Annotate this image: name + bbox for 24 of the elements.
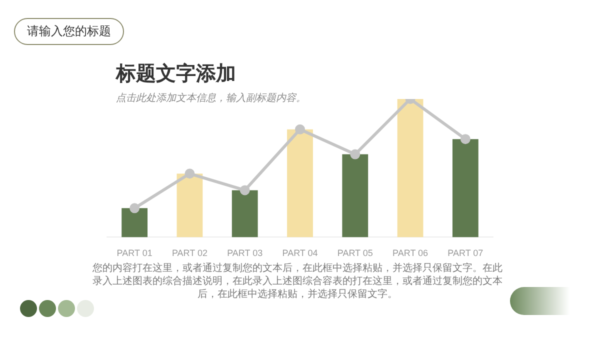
x-tick-label: PART 01 [116, 248, 152, 258]
x-tick-label: PART 06 [392, 248, 428, 258]
x-tick-label: PART 03 [227, 248, 263, 258]
point [184, 168, 195, 179]
point [240, 185, 250, 196]
bar [232, 190, 258, 238]
bar [122, 208, 148, 238]
bar [287, 129, 313, 238]
x-tick-label: PART 07 [448, 248, 484, 258]
x-tick-label: PART 05 [337, 248, 373, 258]
text: 请输入您的标题 [14, 18, 124, 45]
bar [452, 139, 478, 238]
point [295, 124, 305, 134]
chart-subtitle: 点击此处添加文本信息，输入副标题内容。 [116, 92, 306, 105]
x-tick-label: PART 04 [282, 248, 318, 258]
bar [397, 99, 424, 238]
point [350, 149, 360, 160]
point [460, 134, 470, 144]
bar [342, 154, 368, 238]
chart-title: 标题文字添加 [116, 60, 236, 87]
bar [176, 174, 203, 238]
point [130, 203, 140, 214]
text: 您的内容打在这里，或者通过复制您的文本后，在此框中选择粘贴，并选择只保留文字。在此录入上述图表的综合描述说明，在此录入上述图综合容表的打在这里，或者通过复制您的文本后，在此框中选择粘贴，并选择只保留文字。 [92, 262, 504, 301]
x-tick-label: PART 02 [172, 248, 208, 258]
